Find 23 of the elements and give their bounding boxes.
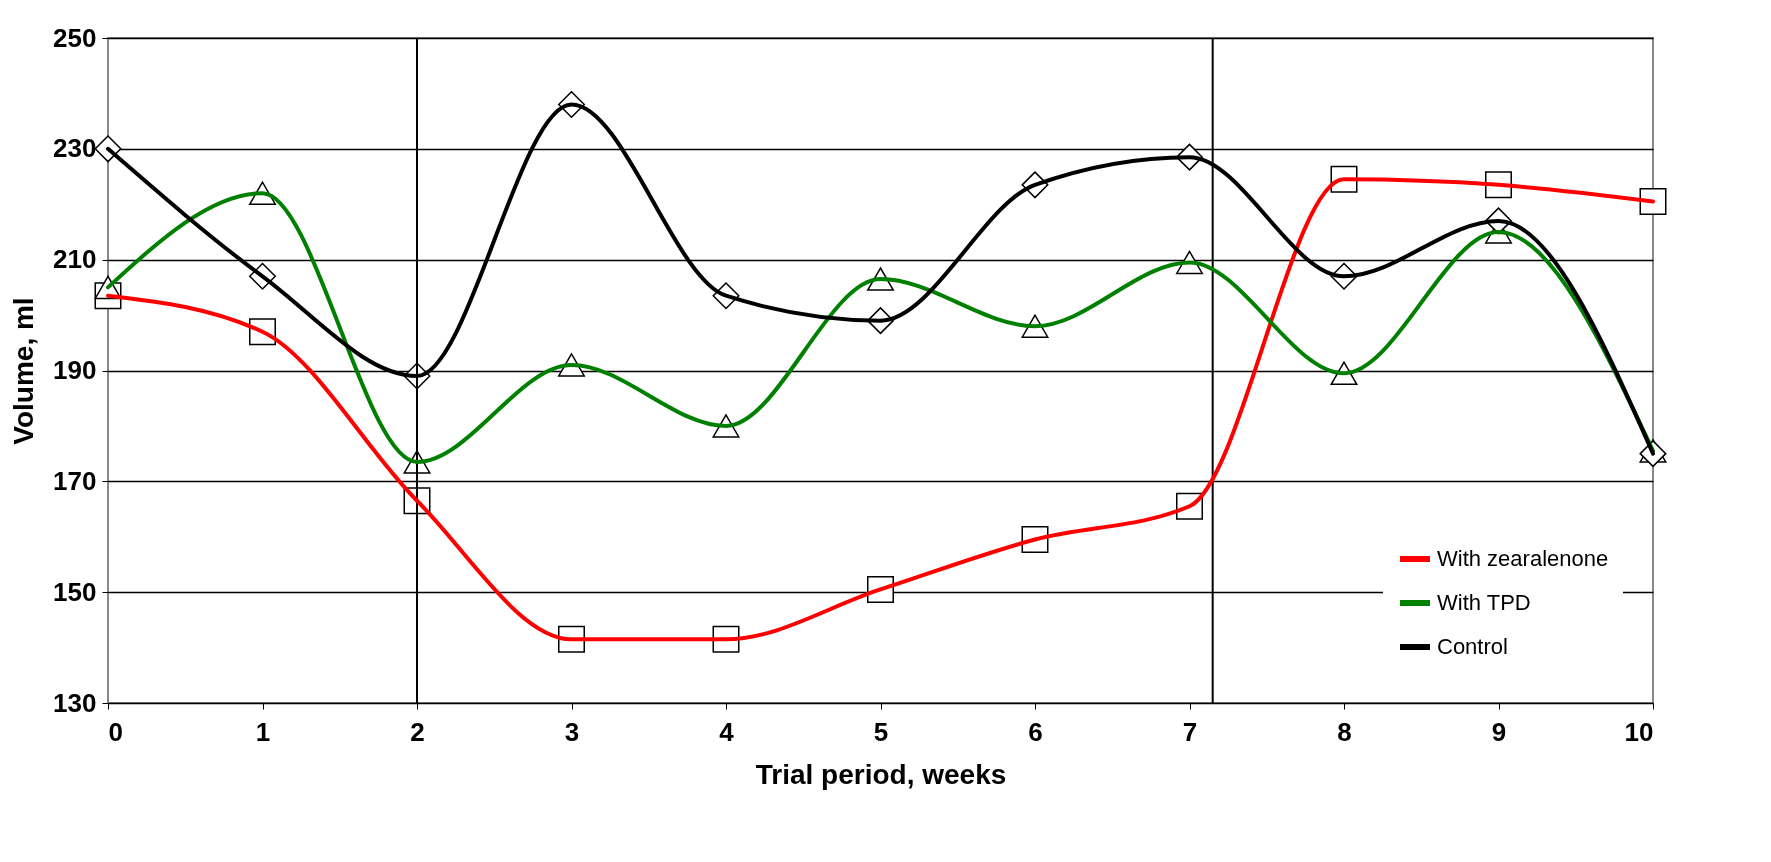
x-tick-label: 4 [719, 716, 735, 747]
x-tick-label: 1 [255, 716, 271, 747]
x-tick-label: 2 [410, 716, 425, 747]
x-axis-title: Trial period, weeks [755, 758, 1007, 790]
x-tick-label: 10 [1624, 716, 1654, 747]
x-tick-label: 6 [1028, 716, 1043, 747]
y-axis-title: Volume, ml [8, 297, 40, 445]
x-tick-label: 9 [1491, 716, 1507, 747]
y-tick-label: 230 [53, 133, 97, 164]
legend-label: With zearalenone [1437, 546, 1609, 571]
y-tick-label: 130 [53, 687, 97, 718]
x-tick-label: 5 [873, 716, 889, 747]
x-tick-label: 8 [1337, 716, 1352, 747]
y-tick-label: 190 [53, 355, 97, 385]
y-tick-label: 150 [53, 576, 97, 607]
y-tick-label: 210 [53, 244, 97, 275]
legend-label: With TPD [1437, 590, 1531, 615]
y-tick-label: 170 [53, 465, 97, 496]
x-tick-label: 7 [1182, 716, 1198, 747]
x-tick-label: 0 [108, 716, 123, 747]
y-tick-label: 250 [53, 22, 97, 53]
x-tick-label: 3 [564, 716, 580, 747]
legend-label: Control [1437, 634, 1508, 659]
